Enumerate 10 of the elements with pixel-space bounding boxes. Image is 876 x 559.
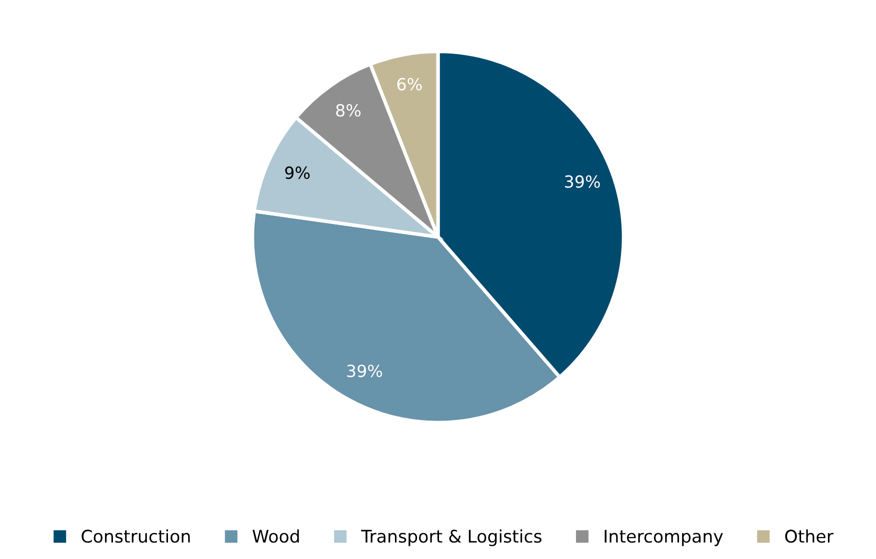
legend-label: Construction [82, 529, 190, 543]
data-label: 8% [336, 104, 361, 117]
legend-label: Transport & Logistics [361, 529, 542, 546]
data-label: 6% [397, 78, 422, 90]
data-label: 39% [347, 364, 382, 378]
legend-label: Other [785, 529, 834, 543]
legend-label: Intercompany [604, 530, 723, 546]
data-label: 9% [285, 166, 310, 180]
legend-label: Wood [252, 529, 299, 543]
data-label: 39% [565, 175, 600, 188]
